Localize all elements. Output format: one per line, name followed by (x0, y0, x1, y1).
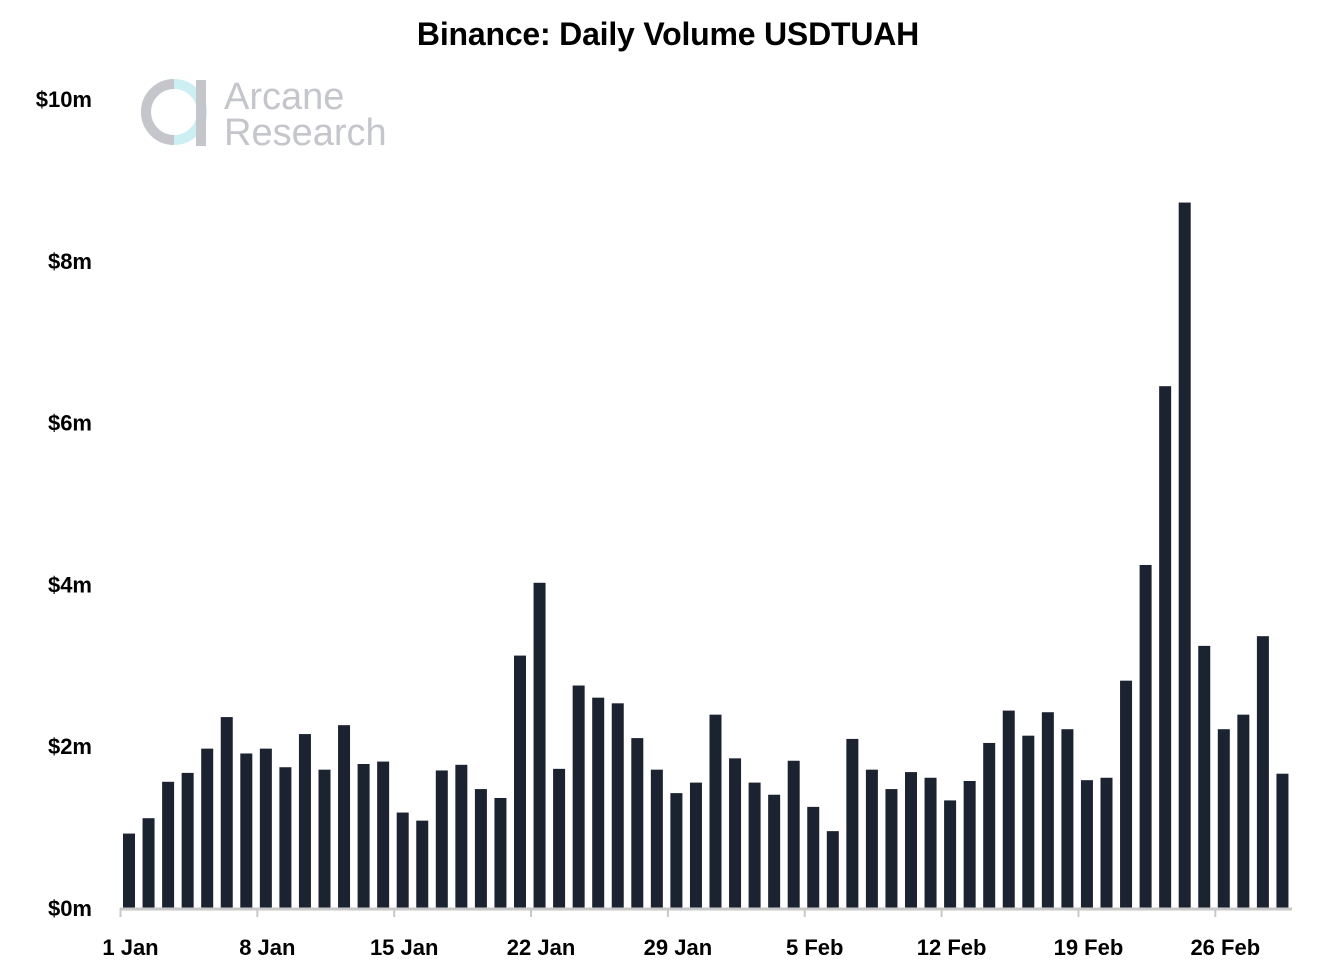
bar (338, 725, 351, 908)
bar (259, 748, 272, 908)
bar (924, 777, 937, 908)
bar (631, 738, 644, 908)
watermark-line1: Arcane (224, 76, 345, 118)
bar (1139, 564, 1152, 908)
bar (318, 769, 331, 908)
bar (1217, 729, 1230, 908)
bar (142, 818, 155, 908)
bar (1198, 645, 1211, 908)
bar (1178, 202, 1191, 909)
bar (1002, 710, 1015, 908)
bar (944, 800, 957, 908)
bar (787, 760, 800, 908)
bar (846, 738, 859, 908)
bar (611, 703, 624, 908)
y-tick-label: $8m (48, 249, 92, 274)
bar (768, 794, 781, 908)
bar (123, 833, 135, 908)
y-tick-label: $10m (36, 87, 92, 112)
bar (650, 769, 663, 908)
bar (1022, 735, 1035, 908)
x-tick-label: 22 Jan (507, 935, 576, 960)
bar (1061, 729, 1074, 908)
bar (377, 761, 390, 908)
bar (514, 655, 526, 908)
bar (729, 758, 742, 909)
bar (709, 714, 722, 908)
bar (435, 770, 448, 908)
bar (298, 734, 311, 909)
bar (1276, 773, 1289, 908)
bar (963, 780, 976, 908)
bar (807, 806, 820, 909)
bar-group (123, 202, 1289, 909)
bar (592, 697, 605, 908)
bar (1237, 714, 1250, 908)
bar (279, 767, 292, 908)
bar (455, 764, 468, 908)
x-axis-ticks: 1 Jan 8 Jan 15 Jan 22 Jan 29 Jan 5 Feb 12 Feb 1… (102, 908, 1260, 960)
x-tick-label: 29 Jan (644, 935, 713, 960)
y-axis-ticks: $0m $2m $4m $6m $8m $10m (36, 87, 92, 921)
x-tick-label: 15 Jan (370, 935, 439, 960)
bar (826, 831, 839, 908)
x-tick-label: 5 Feb (786, 935, 843, 960)
bar (670, 793, 683, 908)
y-tick-label: $0m (48, 896, 92, 921)
bar (865, 769, 878, 908)
bar (1080, 780, 1093, 908)
chart-title: Binance: Daily Volume USDTUAH (416, 16, 920, 52)
bar (533, 582, 546, 908)
x-tick-label: 19 Feb (1054, 935, 1124, 960)
bar (240, 753, 253, 908)
bar (1256, 636, 1269, 908)
bar (1041, 712, 1054, 908)
x-tick-label: 8 Jan (239, 935, 295, 960)
watermark-line2: Research (224, 112, 387, 154)
bar (689, 782, 702, 909)
bar (572, 685, 585, 908)
bar (553, 768, 566, 908)
bar (201, 748, 214, 908)
bar (1120, 680, 1133, 908)
bar (162, 781, 175, 908)
bar (1159, 386, 1172, 908)
x-tick-label: 12 Feb (917, 935, 987, 960)
bar (220, 717, 233, 908)
bar (494, 797, 507, 908)
bar (748, 782, 761, 909)
bar (357, 764, 370, 908)
y-tick-label: $2m (48, 734, 92, 759)
bar (416, 820, 429, 908)
y-tick-label: $4m (48, 572, 92, 597)
bar (905, 772, 917, 908)
bar (474, 789, 487, 908)
x-tick-label: 26 Feb (1190, 935, 1260, 960)
x-tick-label: 1 Jan (102, 935, 158, 960)
bar (396, 812, 409, 908)
watermark-logo: Arcane Research (140, 72, 400, 152)
arcane-logo-icon (141, 79, 207, 146)
bar (885, 789, 898, 908)
bar (983, 742, 996, 908)
y-tick-label: $6m (48, 411, 92, 436)
bar (1100, 777, 1113, 908)
bar (181, 772, 194, 908)
